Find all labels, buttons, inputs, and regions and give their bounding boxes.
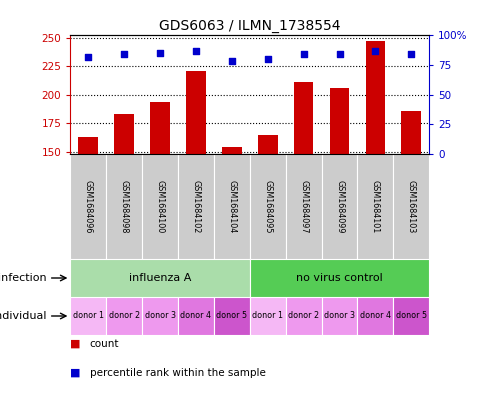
Text: GSM1684104: GSM1684104: [227, 180, 236, 233]
Text: influenza A: influenza A: [129, 273, 191, 283]
Point: [192, 48, 199, 54]
Bar: [329, 88, 348, 154]
Bar: [393, 154, 428, 259]
Bar: [213, 297, 249, 335]
Title: GDS6063 / ILMN_1738554: GDS6063 / ILMN_1738554: [159, 19, 340, 33]
Bar: [70, 297, 106, 335]
Text: GSM1684101: GSM1684101: [370, 180, 379, 233]
Bar: [213, 154, 249, 259]
Point: [84, 53, 92, 60]
Text: donor 5: donor 5: [395, 312, 426, 321]
Text: no virus control: no virus control: [296, 273, 382, 283]
Bar: [257, 135, 277, 154]
Text: GSM1684098: GSM1684098: [120, 180, 128, 233]
Bar: [249, 259, 428, 297]
Point: [299, 51, 307, 57]
Text: donor 4: donor 4: [180, 312, 211, 321]
Text: donor 1: donor 1: [73, 312, 104, 321]
Text: donor 5: donor 5: [216, 312, 247, 321]
Text: count: count: [90, 339, 119, 349]
Bar: [357, 297, 393, 335]
Bar: [186, 71, 205, 154]
Text: GSM1684097: GSM1684097: [299, 180, 307, 233]
Bar: [321, 297, 357, 335]
Bar: [321, 154, 357, 259]
Text: donor 3: donor 3: [323, 312, 354, 321]
Bar: [285, 154, 321, 259]
Bar: [70, 259, 249, 297]
Text: GSM1684102: GSM1684102: [191, 180, 200, 233]
Text: donor 1: donor 1: [252, 312, 283, 321]
Point: [120, 51, 128, 57]
Text: ■: ■: [70, 368, 84, 378]
Text: donor 2: donor 2: [287, 312, 318, 321]
Bar: [249, 154, 285, 259]
Bar: [106, 297, 142, 335]
Bar: [293, 82, 313, 154]
Bar: [70, 154, 106, 259]
Point: [156, 50, 164, 56]
Bar: [285, 297, 321, 335]
Bar: [357, 154, 393, 259]
Bar: [150, 101, 169, 154]
Text: individual: individual: [0, 311, 47, 321]
Text: GSM1684099: GSM1684099: [334, 180, 343, 233]
Bar: [114, 114, 134, 154]
Bar: [142, 154, 178, 259]
Text: GSM1684100: GSM1684100: [155, 180, 164, 233]
Bar: [106, 154, 142, 259]
Bar: [401, 111, 420, 154]
Text: ■: ■: [70, 339, 84, 349]
Point: [335, 51, 343, 57]
Text: donor 3: donor 3: [144, 312, 175, 321]
Text: percentile rank within the sample: percentile rank within the sample: [90, 368, 265, 378]
Bar: [178, 297, 213, 335]
Bar: [178, 154, 213, 259]
Point: [407, 51, 414, 57]
Text: GSM1684103: GSM1684103: [406, 180, 415, 233]
Point: [371, 48, 378, 54]
Bar: [249, 297, 285, 335]
Bar: [142, 297, 178, 335]
Bar: [78, 137, 98, 154]
Text: donor 4: donor 4: [359, 312, 390, 321]
Text: donor 2: donor 2: [108, 312, 139, 321]
Point: [263, 56, 271, 62]
Text: GSM1684096: GSM1684096: [84, 180, 92, 233]
Bar: [222, 147, 241, 154]
Point: [227, 58, 235, 64]
Text: GSM1684095: GSM1684095: [263, 180, 272, 233]
Bar: [393, 297, 428, 335]
Bar: [365, 41, 384, 154]
Text: infection: infection: [0, 273, 47, 283]
